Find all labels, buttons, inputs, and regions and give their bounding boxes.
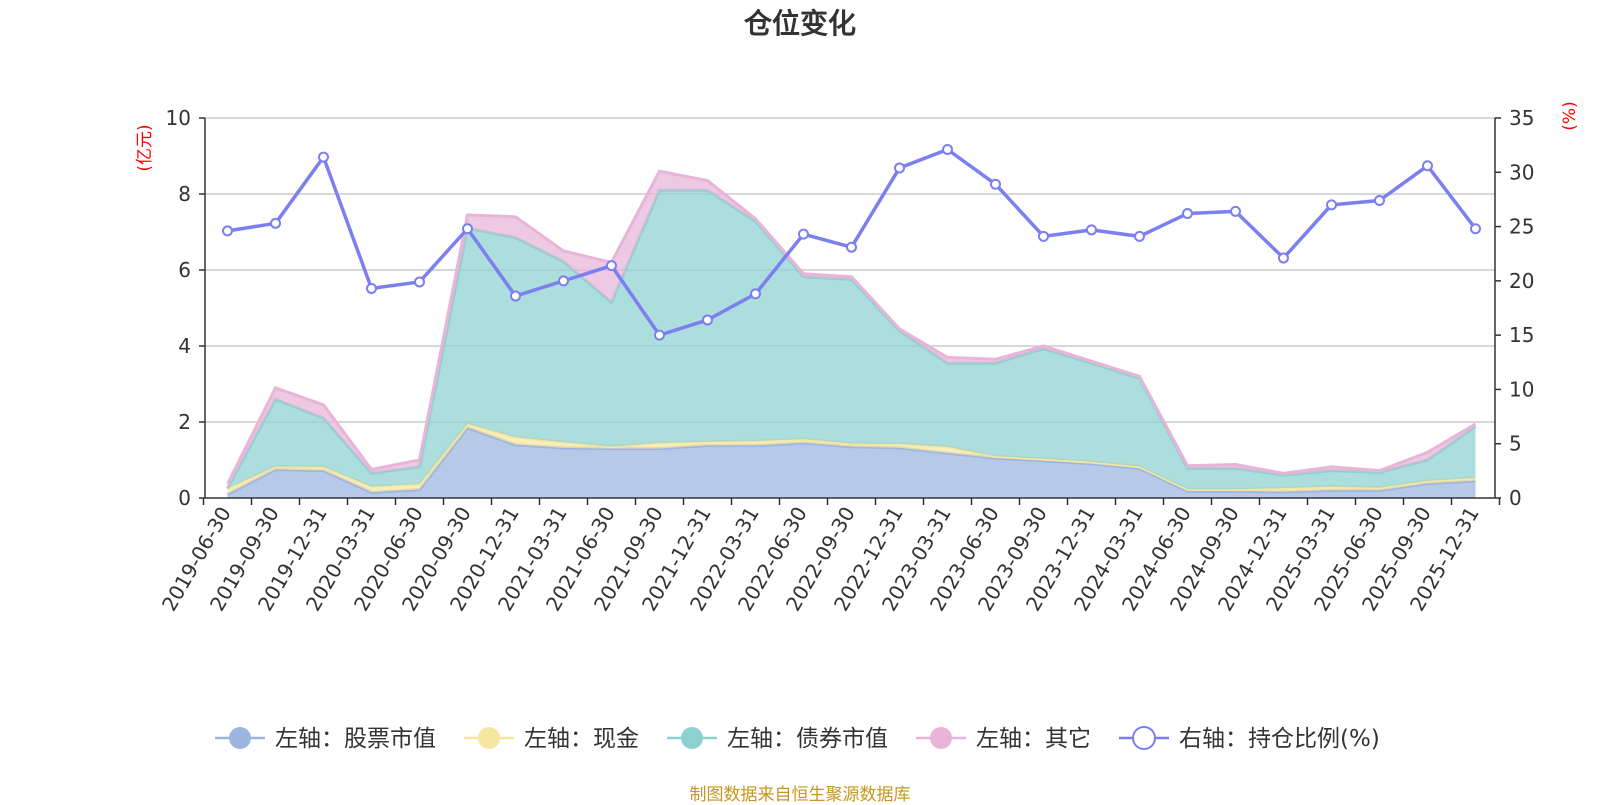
left-tick-label: 0 xyxy=(178,486,191,510)
legend-label: 左轴：现金 xyxy=(524,726,639,752)
legend-filled-circle-icon xyxy=(930,727,952,749)
legend-item[interactable]: 左轴：其它 xyxy=(916,726,1091,752)
right-tick-label: 10 xyxy=(1509,377,1534,401)
ratio-point[interactable] xyxy=(894,162,905,174)
legend-item[interactable]: 右轴：持仓比例(%) xyxy=(1119,726,1380,752)
chart-title: 仓位变化 xyxy=(743,7,856,40)
area-edge-左轴：其它 xyxy=(226,169,1477,485)
legend-label: 左轴：其它 xyxy=(976,726,1091,752)
area-左轴：债券市值 xyxy=(227,190,1476,490)
ratio-point[interactable] xyxy=(798,228,809,240)
right-axis-unit: (%) xyxy=(1560,101,1580,130)
right-tick-label: 20 xyxy=(1509,269,1534,293)
ratio-point[interactable] xyxy=(222,225,233,237)
area-左轴：现金 xyxy=(227,423,1476,495)
legend-filled-circle-icon xyxy=(478,727,500,749)
legend-label: 左轴：股票市值 xyxy=(275,726,436,752)
legend-hollow-circle-icon xyxy=(1132,726,1156,750)
left-tick-label: 6 xyxy=(178,258,191,282)
left-tick-label: 10 xyxy=(166,106,191,130)
right-tick-label: 15 xyxy=(1509,323,1534,347)
data-source-footer: 制图数据来自恒生聚源数据库 xyxy=(689,785,911,805)
ratio-point[interactable] xyxy=(1134,230,1145,242)
legend-filled-circle-icon xyxy=(229,727,251,749)
ratio-point[interactable] xyxy=(750,288,761,300)
ratio-point[interactable] xyxy=(1182,208,1193,220)
ratio-point[interactable] xyxy=(1326,199,1337,211)
ratio-point[interactable] xyxy=(1086,224,1097,236)
right-tick-label: 25 xyxy=(1509,215,1534,239)
ratio-point[interactable] xyxy=(510,290,521,302)
left-tick-label: 8 xyxy=(178,182,191,206)
legend-filled-circle-icon xyxy=(681,727,703,749)
ratio-point[interactable] xyxy=(990,178,1001,190)
ratio-point[interactable] xyxy=(1038,230,1049,242)
ratio-point[interactable] xyxy=(846,241,857,253)
legend-label: 左轴：债券市值 xyxy=(727,726,888,752)
ratio-point[interactable] xyxy=(366,282,377,294)
ratio-point[interactable] xyxy=(1470,223,1481,235)
axes xyxy=(199,117,1501,505)
right-tick-label: 5 xyxy=(1509,432,1522,456)
ratio-line xyxy=(222,143,1481,341)
left-axis-unit: (亿元) xyxy=(135,124,155,171)
ratio-point[interactable] xyxy=(1422,160,1433,172)
ratio-point[interactable] xyxy=(462,223,473,235)
left-tick-label: 2 xyxy=(178,410,191,434)
stacked-areas xyxy=(226,169,1477,498)
legend-item[interactable]: 左轴：股票市值 xyxy=(215,726,436,752)
legend-label: 右轴：持仓比例(%) xyxy=(1179,726,1380,752)
ratio-point[interactable] xyxy=(606,260,617,272)
ratio-point[interactable] xyxy=(654,329,665,341)
ratio-point[interactable] xyxy=(1374,195,1385,207)
ratio-point[interactable] xyxy=(270,217,281,229)
ratio-point[interactable] xyxy=(942,143,953,155)
right-tick-label: 30 xyxy=(1509,160,1534,184)
left-tick-label: 4 xyxy=(178,334,191,358)
ratio-point[interactable] xyxy=(558,275,569,287)
legend-item[interactable]: 左轴：债券市值 xyxy=(667,726,888,752)
ratio-point[interactable] xyxy=(1278,252,1289,264)
ratio-point[interactable] xyxy=(702,314,713,326)
right-tick-label: 0 xyxy=(1509,486,1522,510)
legend-item[interactable]: 左轴：现金 xyxy=(464,726,639,752)
legend[interactable]: 左轴：股票市值 左轴：现金 左轴：债券市值 左轴：其它 右轴：持仓比例(%) xyxy=(215,726,1380,752)
right-tick-label: 35 xyxy=(1509,106,1534,130)
ratio-point[interactable] xyxy=(1230,205,1241,217)
ratio-point[interactable] xyxy=(318,151,329,163)
ratio-point[interactable] xyxy=(414,276,425,288)
